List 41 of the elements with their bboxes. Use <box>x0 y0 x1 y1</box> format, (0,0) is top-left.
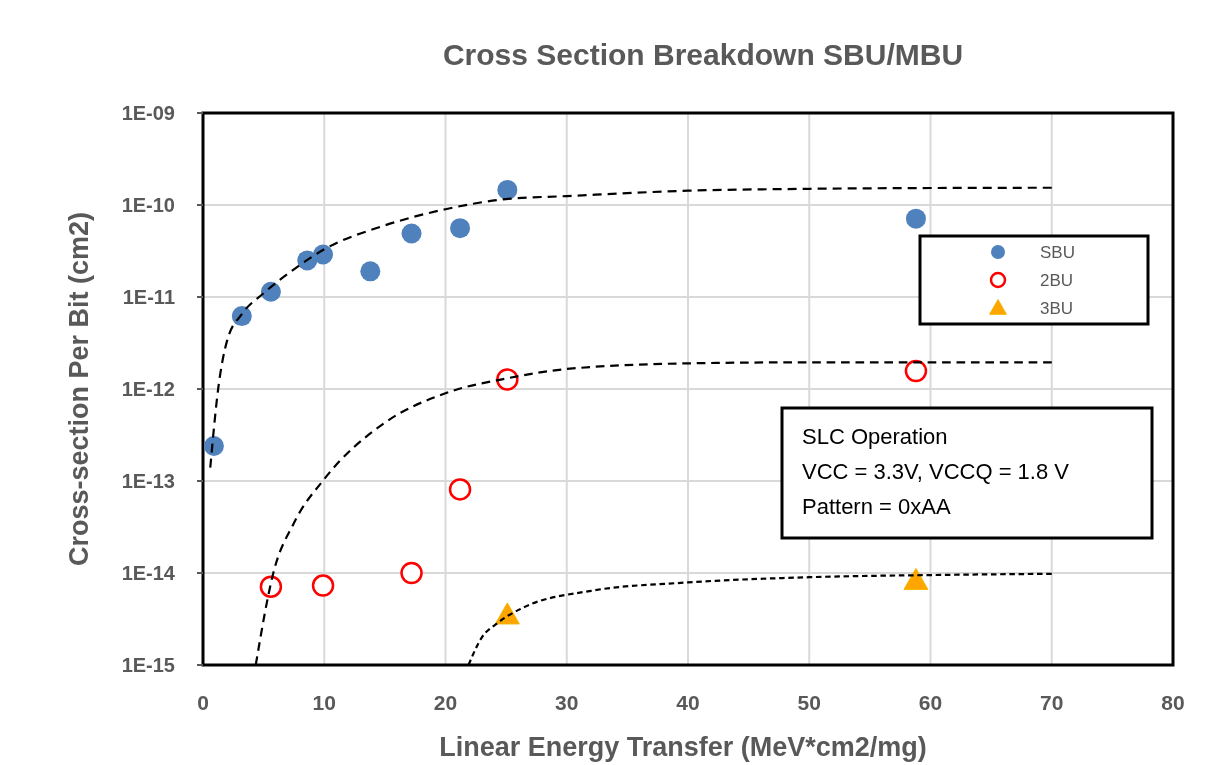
x-tick-label: 70 <box>1040 691 1064 714</box>
legend-label: SBU <box>1040 243 1075 262</box>
point <box>497 179 518 200</box>
y-tick-label: 1E-13 <box>121 470 175 492</box>
point <box>448 478 472 501</box>
annotation: SLC Operation <box>802 424 948 449</box>
point <box>203 436 224 457</box>
x-tick-label: 80 <box>1161 691 1185 714</box>
y-tick-label: 1E-11 <box>122 286 175 308</box>
point <box>905 208 926 229</box>
y-tick-label: 1E-09 <box>121 102 175 124</box>
point <box>259 575 283 598</box>
point <box>311 574 335 597</box>
point <box>231 306 252 327</box>
y-axis-title: Cross-section Per Bit (cm2) <box>64 211 94 567</box>
y-tick-label: 1E-15 <box>121 654 175 676</box>
point <box>360 261 381 282</box>
x-tick-label: 60 <box>918 691 943 714</box>
x-tick-label: 30 <box>555 691 579 714</box>
x-axis-title: Linear Energy Transfer (MeV*cm2/mg) <box>439 732 927 762</box>
legend-label: 2BU <box>1040 271 1074 290</box>
point <box>450 218 471 239</box>
point <box>260 281 281 302</box>
chart-title: Cross Section Breakdown SBU/MBU <box>442 38 964 71</box>
annotation: VCC = 3.3V, VCCQ = 1.8 V <box>802 459 1070 484</box>
legend-label: 3BU <box>1040 299 1074 318</box>
point <box>400 561 423 585</box>
point <box>904 359 928 383</box>
annotation: Pattern = 0xAA <box>802 494 951 519</box>
y-tick-label: 1E-14 <box>121 562 176 584</box>
y-tick-label: 1E-12 <box>121 378 175 400</box>
point <box>903 567 929 590</box>
y-tick-label: 1E-10 <box>121 194 175 216</box>
x-tick-label: 50 <box>797 691 821 714</box>
x-tick-label: 10 <box>312 691 336 714</box>
x-tick-label: 0 <box>197 691 209 714</box>
x-tick-label: 20 <box>433 691 458 714</box>
point <box>401 223 422 244</box>
note-box: SLC Operation VCC = 3.3V, VCCQ = 1.8 V Pattern = 0xAA <box>780 406 1154 540</box>
x-tick-label: 40 <box>676 691 700 714</box>
point <box>313 244 334 265</box>
